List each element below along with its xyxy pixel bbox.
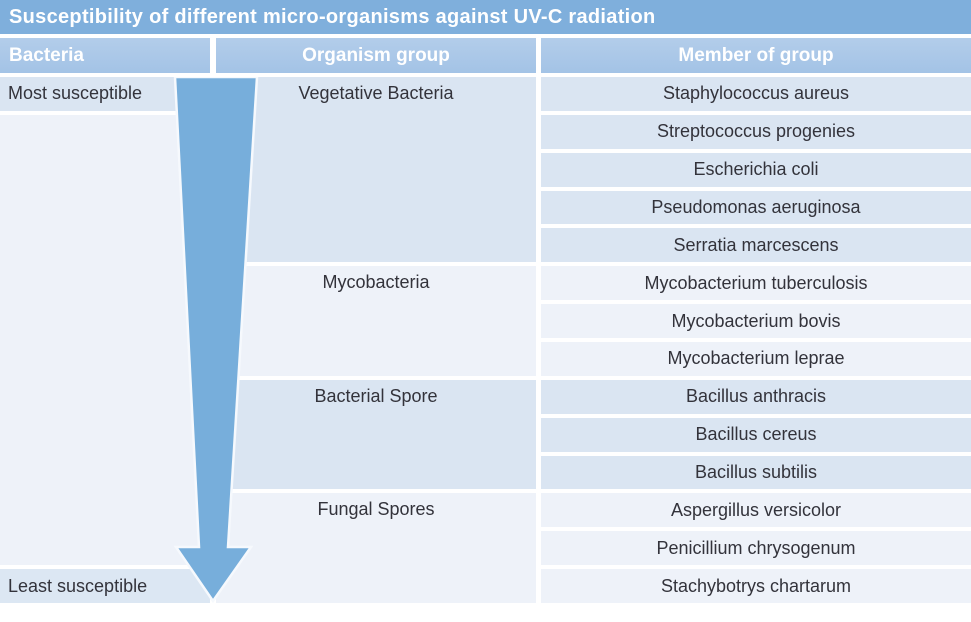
member-cell: Mycobacterium leprae — [541, 342, 971, 376]
page-title: Susceptibility of different micro-organi… — [9, 5, 656, 28]
member-cell: Mycobacterium bovis — [541, 304, 971, 338]
column-header-member-of-group: Member of group — [541, 38, 971, 73]
scale-most-susceptible-cell: Most susceptible — [0, 77, 210, 111]
member-cell: Streptococcus progenies — [541, 114, 971, 149]
scale-least-susceptible-cell: Least susceptible — [0, 569, 210, 603]
member-cell: Pseudomonas aeruginosa — [541, 190, 971, 225]
table-body: Most susceptible Least susceptible Vegetat… — [0, 77, 971, 607]
member-cell: Mycobacterium tuberculosis — [541, 266, 971, 301]
column-header-bacteria: Bacteria — [0, 38, 210, 73]
organism-group-cell: Fungal Spores — [216, 493, 536, 603]
title-bar: Susceptibility of different micro-organi… — [0, 0, 971, 34]
member-cell: Bacillus subtilis — [541, 455, 971, 490]
organism-group-cell: Mycobacteria — [216, 266, 536, 376]
member-cell: Serratia marcescens — [541, 228, 971, 263]
member-cell: Penicillium chrysogenum — [541, 531, 971, 566]
member-cell: Staphylococcus aureus — [541, 77, 971, 111]
member-cell: Escherichia coli — [541, 152, 971, 187]
member-cell: Bacillus anthracis — [541, 379, 971, 414]
column-header-organism-group: Organism group — [216, 38, 536, 73]
table-header-row: Bacteria Organism group Member of group — [0, 38, 971, 73]
organism-group-cell: Vegetative Bacteria — [216, 77, 536, 263]
member-cell: Aspergillus versicolor — [541, 493, 971, 528]
scale-middle-cell — [0, 114, 210, 566]
member-cell: Stachybotrys chartarum — [541, 569, 971, 603]
member-cell: Bacillus cereus — [541, 417, 971, 452]
organism-group-cell: Bacterial Spore — [216, 379, 536, 490]
